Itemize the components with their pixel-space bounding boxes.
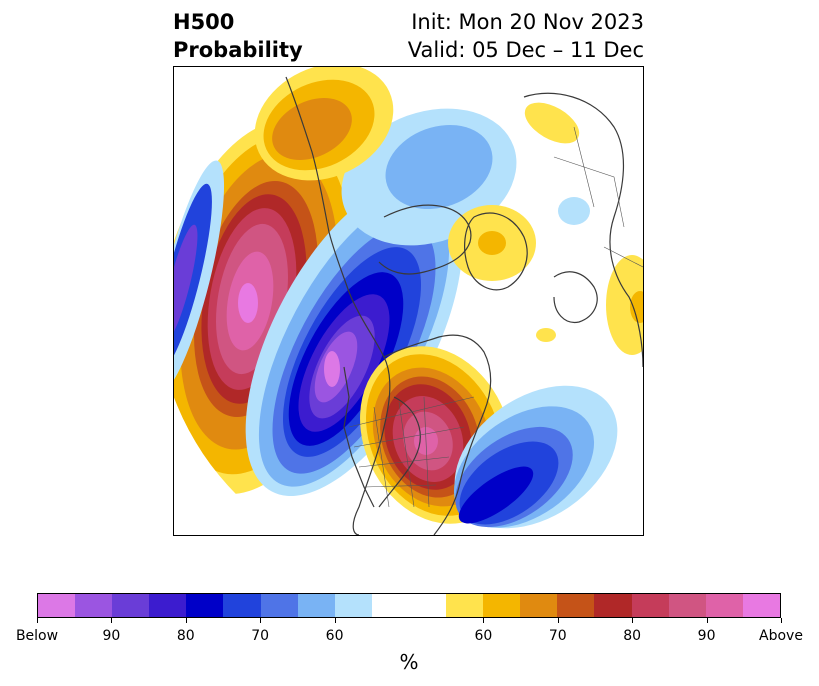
alaska-ridge-70 bbox=[272, 98, 352, 160]
colorbar-segment bbox=[38, 594, 76, 617]
arctic-trough-65 bbox=[385, 124, 493, 210]
map-canvas bbox=[174, 67, 643, 535]
init-date: Init: Mon 20 Nov 2023 bbox=[411, 10, 644, 34]
colorbar-tick-mark bbox=[335, 618, 336, 623]
title-line-2: Probability bbox=[173, 38, 303, 62]
colorbar-segment bbox=[557, 594, 595, 617]
colorbar-tick-mark bbox=[186, 618, 187, 623]
scandinavia-trough-60 bbox=[558, 197, 590, 225]
colorbar-tick-mark bbox=[111, 618, 112, 623]
colorbar-segment bbox=[483, 594, 521, 617]
west-na-trough-below bbox=[324, 351, 340, 387]
colorbar-segment bbox=[631, 594, 669, 617]
colorbar-tick-label: Above bbox=[759, 628, 803, 644]
colorbar-tick-mark bbox=[483, 618, 484, 623]
colorbar-segment bbox=[260, 594, 298, 617]
colorbar-segment bbox=[705, 594, 743, 617]
colorbar-tick-mark bbox=[707, 618, 708, 623]
colorbar-tick-mark bbox=[260, 618, 261, 623]
colorbar-segment bbox=[446, 594, 484, 617]
colorbar-segment bbox=[668, 594, 706, 617]
political-borders bbox=[348, 126, 643, 508]
colorbar-segment bbox=[520, 594, 558, 617]
colorbar-segment bbox=[186, 594, 224, 617]
colorbar-segment bbox=[112, 594, 150, 617]
colorbar-tick-label: 70 bbox=[251, 628, 270, 644]
colorbar-tick-mark bbox=[37, 618, 38, 623]
colorbar-tick-label: 90 bbox=[102, 628, 121, 644]
greenland-ridge-65 bbox=[478, 231, 506, 255]
colorbar-tick-mark bbox=[781, 618, 782, 623]
colorbar-segment bbox=[149, 594, 187, 617]
colorbar-tick-label: 60 bbox=[474, 628, 493, 644]
coastlines bbox=[285, 76, 643, 535]
colorbar-tick-label: 80 bbox=[176, 628, 195, 644]
colorbar-segment bbox=[594, 594, 632, 617]
colorbar-segment bbox=[334, 594, 372, 617]
europe-ridge-65 bbox=[630, 291, 643, 323]
colorbar-tick-label: Below bbox=[15, 628, 59, 644]
atlantic-trough-80 bbox=[458, 466, 534, 524]
colorbar-tick-label: 90 bbox=[697, 628, 716, 644]
colorbar-segment bbox=[371, 594, 447, 617]
colorbar-tick-label: 80 bbox=[623, 628, 642, 644]
west-pacific-trough-80 bbox=[174, 224, 198, 342]
map-title: H500 Probability bbox=[173, 8, 303, 64]
colorbar bbox=[37, 593, 781, 618]
colorbar-segment bbox=[742, 594, 780, 617]
colorbar-tick-mark bbox=[632, 618, 633, 623]
date-info: Init: Mon 20 Nov 2023 Valid: 05 Dec – 11… bbox=[408, 8, 644, 64]
probability-field bbox=[174, 67, 643, 535]
colorbar-unit-label: % bbox=[399, 650, 419, 674]
siberia-ridge-60 bbox=[524, 102, 580, 144]
colorbar-tick-mark bbox=[558, 618, 559, 623]
colorbar-tick-label: 60 bbox=[325, 628, 344, 644]
mid-atlantic-ridge-60 bbox=[536, 328, 556, 342]
colorbar-segment bbox=[223, 594, 261, 617]
colorbar-segment bbox=[75, 594, 113, 617]
probability-map bbox=[173, 66, 644, 536]
colorbar-tick-label: 70 bbox=[548, 628, 567, 644]
title-line-1: H500 bbox=[173, 10, 235, 34]
valid-range: Valid: 05 Dec – 11 Dec bbox=[407, 38, 644, 62]
pacific-ridge-above bbox=[238, 283, 258, 323]
colorbar-segment bbox=[297, 594, 335, 617]
